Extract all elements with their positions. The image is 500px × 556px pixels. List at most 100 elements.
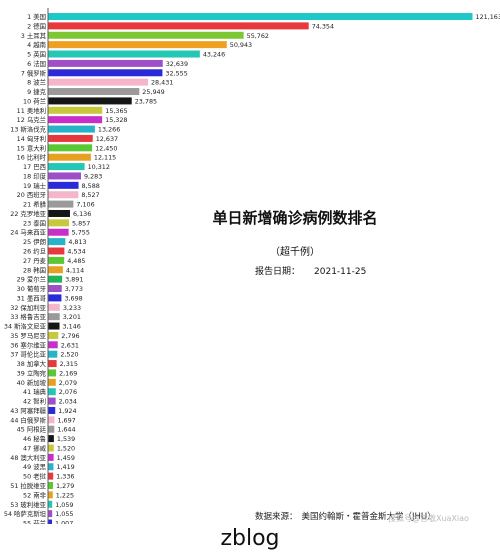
category-label: 49 波黑 — [23, 462, 47, 471]
bar — [48, 331, 59, 339]
bar-value-label: 2,520 — [60, 351, 78, 359]
category-label: 1 美国 — [27, 12, 46, 21]
category-label: 3 土耳其 — [21, 31, 47, 40]
bar-value-label: 2,034 — [59, 398, 77, 406]
bar-value-label: 1,539 — [57, 435, 75, 443]
bar — [48, 491, 53, 499]
bar — [48, 106, 103, 114]
bar — [48, 125, 95, 133]
chart-subtitle: （超千例） — [270, 247, 320, 258]
category-label: 2 德国 — [27, 21, 46, 30]
bar-value-label: 1,459 — [57, 454, 75, 462]
bar-value-label: 2,076 — [59, 388, 77, 396]
bar — [48, 97, 132, 105]
bar-value-label: 15,365 — [105, 107, 127, 115]
bar — [48, 256, 65, 264]
bar-value-label: 1,059 — [55, 501, 73, 509]
bar-value-label: 25,949 — [142, 88, 164, 96]
bar — [48, 416, 55, 424]
bar — [48, 313, 60, 321]
bar-value-label: 2,079 — [59, 379, 77, 387]
bar — [48, 41, 227, 49]
bar — [48, 191, 79, 199]
report-date-label: 报告日期： — [255, 267, 301, 277]
bar — [48, 181, 79, 189]
bar — [48, 285, 62, 293]
bar — [48, 116, 103, 124]
category-label: 51 拉脱维亚 — [10, 481, 46, 490]
category-label: 24 马来西亚 — [10, 229, 46, 237]
bar-value-label: 3,233 — [63, 304, 81, 312]
category-label: 33 格鲁吉亚 — [10, 312, 46, 321]
category-label: 12 乌克兰 — [17, 115, 47, 124]
bar — [48, 444, 54, 452]
bar-value-label: 1,644 — [57, 426, 75, 434]
bar — [48, 360, 57, 368]
bar-value-label: 28,431 — [151, 79, 173, 87]
category-label: 34 斯洛文尼亚 — [4, 322, 47, 331]
bar-value-label: 5,755 — [72, 229, 90, 237]
category-label: 31 墨西哥 — [17, 294, 47, 302]
bar — [48, 378, 56, 386]
bar-value-label: 3,201 — [63, 313, 81, 321]
bar-value-label: 2,796 — [61, 332, 79, 340]
bar-value-label: 1,225 — [56, 491, 74, 499]
bar — [48, 22, 309, 30]
bar — [48, 78, 148, 86]
bar-value-label: 3,891 — [65, 276, 83, 284]
category-label: 26 约旦 — [23, 247, 46, 256]
bar-value-label: 1,419 — [56, 463, 74, 471]
category-label: 13 斯洛伐克 — [10, 125, 46, 134]
bar-value-label: 74,354 — [312, 22, 334, 30]
category-label: 40 新加坡 — [17, 378, 47, 387]
bar — [48, 247, 65, 255]
category-label: 43 阿塞拜疆 — [10, 406, 46, 415]
category-label: 27 丹麦 — [23, 256, 47, 265]
category-label: 28 韩国 — [23, 265, 46, 274]
bar — [48, 294, 62, 302]
bar — [48, 134, 93, 142]
bar-value-label: 8,588 — [82, 182, 100, 190]
watermark: 搜狐号@曾敬XuaXiao — [388, 514, 469, 523]
category-label: 46 秘鲁 — [23, 434, 46, 443]
bar — [48, 322, 60, 330]
category-label: 39 立陶宛 — [17, 368, 47, 377]
bar-value-label: 3,698 — [64, 294, 82, 302]
bar-value-label: 6,136 — [73, 210, 91, 218]
bar-value-label: 4,485 — [67, 257, 85, 265]
bar-value-label: 32,555 — [165, 69, 187, 77]
bar-value-label: 7,106 — [76, 201, 94, 209]
bar-value-label: 1,007 — [55, 520, 73, 528]
category-label: 54 哈萨克斯坦 — [4, 509, 47, 518]
bar-value-label: 4,813 — [68, 238, 86, 246]
bar-value-label: 8,527 — [81, 191, 99, 199]
bar — [48, 397, 56, 405]
category-label: 22 克罗地亚 — [10, 209, 46, 218]
bar-value-label: 4,114 — [66, 266, 84, 274]
data-source-value: 美国约翰斯・霍普金斯大学（JHU） — [301, 512, 436, 522]
bar-value-label: 2,631 — [61, 341, 79, 349]
category-label: 38 加拿大 — [17, 359, 47, 368]
category-label: 16 比利时 — [17, 153, 47, 162]
bar-value-label: 55,762 — [247, 32, 269, 40]
bar — [48, 219, 69, 227]
bar-value-label: 12,450 — [95, 144, 117, 152]
data-source-label: 数据来源： — [255, 512, 298, 522]
bar-value-label: 1,336 — [56, 473, 74, 481]
category-label: 5 英国 — [27, 50, 46, 59]
bar — [48, 163, 85, 171]
category-label: 36 塞尔维亚 — [10, 340, 46, 349]
category-label: 25 伊朗 — [23, 237, 46, 246]
category-label: 9 捷克 — [27, 87, 46, 96]
bar-value-label: 2,169 — [59, 369, 77, 377]
category-label: 8 波兰 — [27, 78, 46, 87]
bar — [48, 209, 70, 217]
bar — [48, 266, 63, 274]
bar — [48, 510, 53, 518]
category-label: 17 巴西 — [23, 163, 46, 171]
category-label: 30 葡萄牙 — [17, 284, 46, 293]
bar-value-label: 1,697 — [57, 416, 75, 424]
category-label: 19 瑞士 — [23, 181, 47, 190]
bar-value-label: 5,857 — [72, 219, 90, 227]
